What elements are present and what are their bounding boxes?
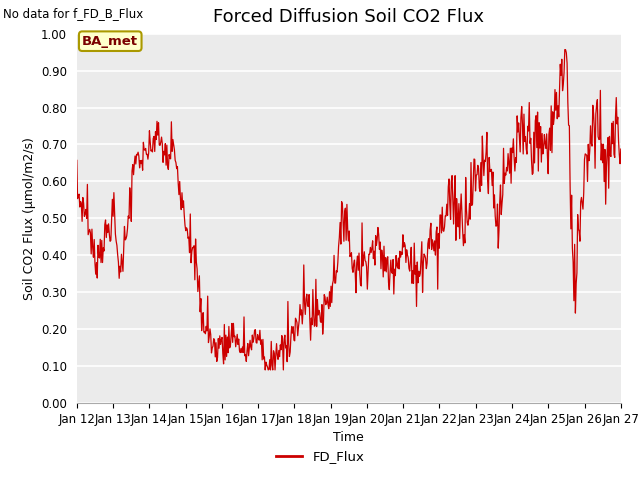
- Text: No data for f_FD_B_Flux: No data for f_FD_B_Flux: [3, 7, 143, 20]
- Legend: FD_Flux: FD_Flux: [270, 445, 370, 468]
- Y-axis label: Soil CO2 Flux (μmol/m2/s): Soil CO2 Flux (μmol/m2/s): [22, 137, 36, 300]
- Text: BA_met: BA_met: [82, 35, 138, 48]
- X-axis label: Time: Time: [333, 432, 364, 444]
- Title: Forced Diffusion Soil CO2 Flux: Forced Diffusion Soil CO2 Flux: [213, 9, 484, 26]
